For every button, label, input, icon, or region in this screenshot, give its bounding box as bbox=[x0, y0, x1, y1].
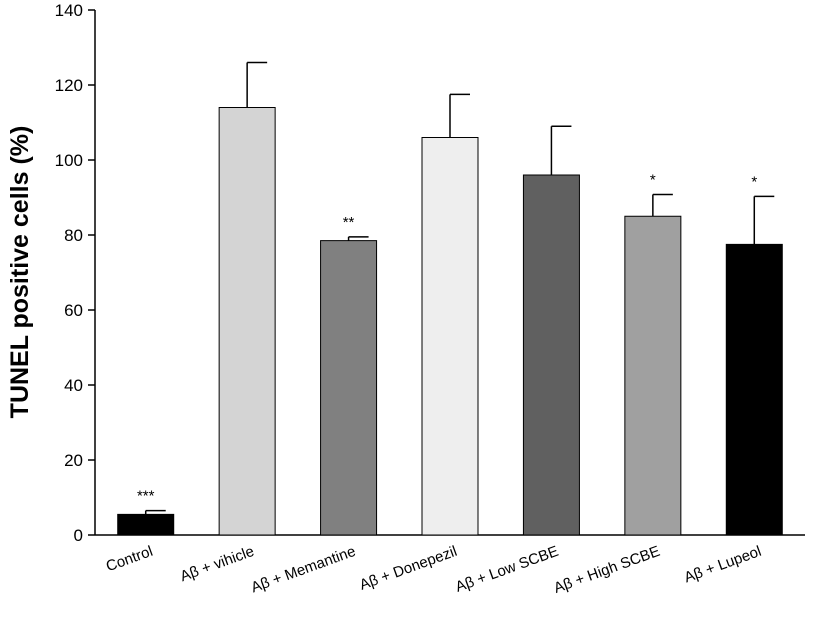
significance-label: *** bbox=[137, 488, 155, 505]
significance-label: * bbox=[751, 173, 757, 190]
x-tick-label: Aβ + Donepezil bbox=[357, 543, 459, 594]
bar bbox=[725, 243, 783, 536]
y-tick-label: 140 bbox=[55, 1, 83, 20]
y-tick-label: 80 bbox=[64, 226, 83, 245]
y-axis-label: TUNEL positive cells (%) bbox=[6, 126, 34, 419]
y-tick-label: 0 bbox=[74, 526, 83, 545]
x-tick-label: Aβ + Memantine bbox=[249, 543, 358, 597]
x-tick-label: Aβ + Low SCBE bbox=[453, 543, 561, 596]
bar bbox=[117, 513, 175, 536]
bar bbox=[624, 215, 682, 536]
bar bbox=[320, 240, 378, 536]
y-tick-label: 120 bbox=[55, 76, 83, 95]
bars: ****** * bbox=[117, 61, 783, 536]
significance-label: * bbox=[650, 172, 656, 189]
x-tick-label: Aβ + Lupeol bbox=[682, 543, 764, 587]
y-tick-label: 40 bbox=[64, 376, 83, 395]
y-tick-label: 100 bbox=[55, 151, 83, 170]
x-tick-label: Aβ + High SCBE bbox=[552, 543, 663, 597]
x-tick-label: Control bbox=[104, 543, 155, 576]
significance-label: ** bbox=[343, 214, 355, 231]
x-tick-label: Aβ + vihicle bbox=[178, 543, 257, 585]
bar bbox=[218, 107, 276, 536]
bar bbox=[522, 174, 580, 536]
y-ticks: 0 20 40 60 80 100 120 140 bbox=[55, 1, 95, 545]
y-tick-label: 20 bbox=[64, 451, 83, 470]
y-tick-label: 60 bbox=[64, 301, 83, 320]
bar bbox=[421, 137, 479, 536]
